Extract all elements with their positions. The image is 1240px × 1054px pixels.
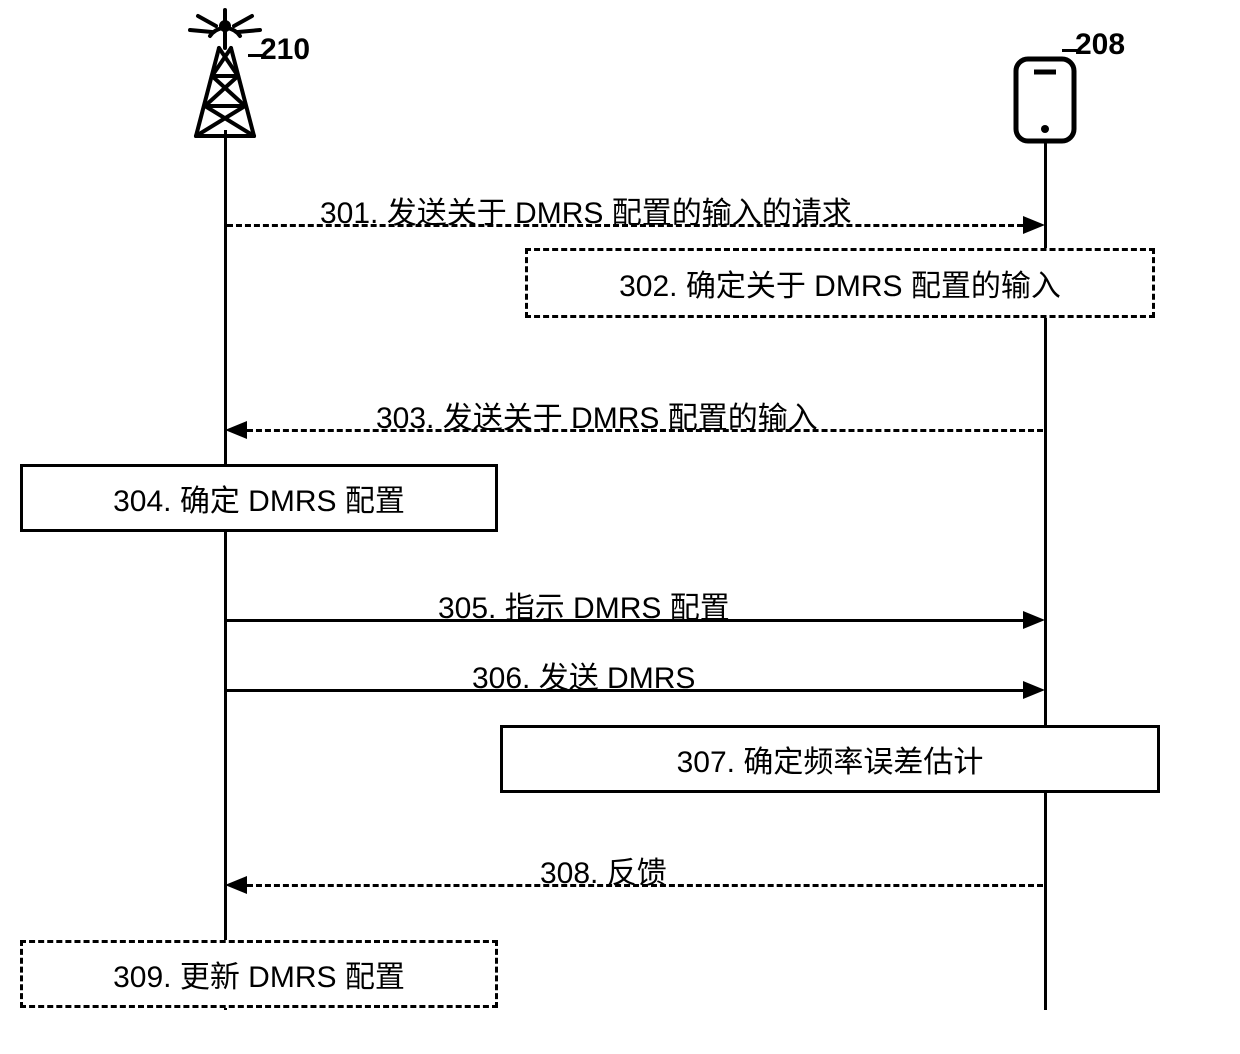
tower-icon: [172, 8, 278, 138]
message-label: 301. 发送关于 DMRS 配置的输入的请求: [320, 188, 852, 232]
step-label: 302. 确定关于 DMRS 配置的输入: [619, 261, 1061, 305]
step-box: 302. 确定关于 DMRS 配置的输入: [525, 248, 1155, 318]
arrow-head-icon: [1023, 216, 1045, 234]
step-box: 307. 确定频率误差估计: [500, 725, 1160, 793]
step-box: 309. 更新 DMRS 配置: [20, 940, 498, 1008]
arrow-head-icon: [1023, 681, 1045, 699]
message-label: 305. 指示 DMRS 配置: [438, 583, 730, 627]
step-box: 304. 确定 DMRS 配置: [20, 464, 498, 532]
message-label: 308. 反馈: [540, 848, 667, 892]
arrow-head-icon: [1023, 611, 1045, 629]
arrow-head-icon: [225, 421, 247, 439]
step-label: 309. 更新 DMRS 配置: [113, 952, 405, 996]
arrow-head-icon: [225, 876, 247, 894]
step-label: 304. 确定 DMRS 配置: [113, 476, 405, 520]
phone-icon: [1010, 55, 1080, 145]
message-label: 306. 发送 DMRS: [472, 653, 695, 697]
phone-ref-label: 208: [1075, 28, 1125, 62]
step-label: 307. 确定频率误差估计: [677, 737, 984, 781]
message-label: 303. 发送关于 DMRS 配置的输入: [376, 393, 818, 437]
phone-ref-leader: [1062, 49, 1078, 52]
